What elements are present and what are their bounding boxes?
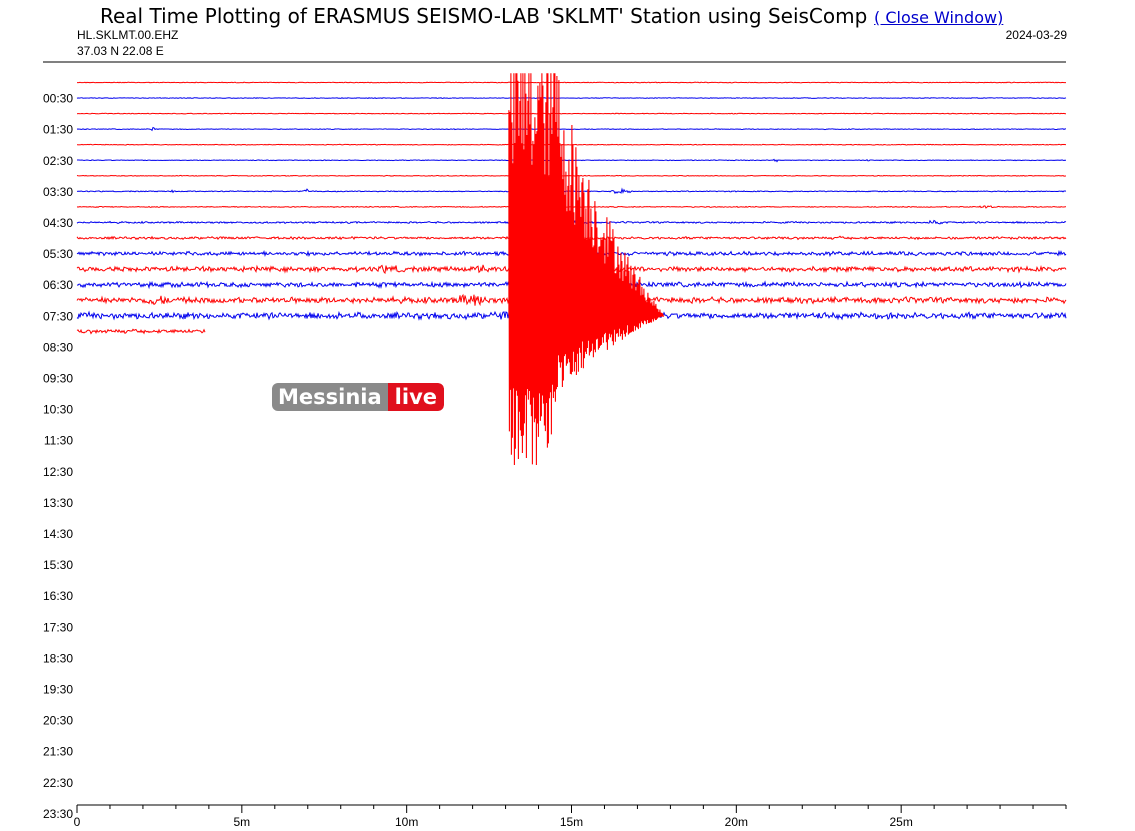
x-tick-label: 5m — [233, 815, 250, 829]
trace-blue-row-1 — [76, 97, 1067, 100]
trace-red-row-2 — [76, 112, 1067, 115]
y-tick-label: 11:30 — [44, 434, 73, 448]
y-tick-label: 08:30 — [43, 340, 73, 354]
y-tick-label: 15:30 — [43, 558, 73, 572]
y-tick-label: 21:30 — [43, 745, 73, 759]
y-tick-label: 23:30 — [43, 807, 73, 821]
y-tick-label: 07:30 — [43, 309, 73, 323]
messinia-live-logo: Messinia live — [272, 383, 444, 411]
y-tick-label: 20:30 — [43, 714, 73, 728]
y-tick-label: 10:30 — [43, 403, 73, 417]
x-tick-label: 0 — [74, 815, 81, 829]
y-tick-label: 12:30 — [43, 465, 73, 479]
x-tick-label: 25m — [889, 815, 912, 829]
y-tick-label: 09:30 — [43, 371, 73, 385]
y-tick-label: 00:30 — [43, 92, 73, 106]
logo-text-messinia: Messinia — [272, 383, 388, 411]
coordinates-label: 37.03 N 22.08 E — [77, 44, 164, 58]
y-tick-label: 18:30 — [43, 651, 73, 665]
y-tick-label: 13:30 — [43, 496, 73, 510]
y-tick-label: 01:30 — [43, 123, 73, 137]
y-tick-label: 16:30 — [43, 589, 73, 603]
y-tick-label: 22:30 — [43, 776, 73, 790]
trace-layer — [76, 81, 1067, 335]
x-tick-label: 10m — [395, 815, 418, 829]
y-tick-label: 06:30 — [43, 278, 73, 292]
y-tick-label: 04:30 — [43, 216, 73, 230]
close-window-link[interactable]: ( Close Window) — [874, 8, 1004, 27]
y-tick-label: 03:30 — [43, 185, 73, 199]
y-tick-label: 14:30 — [43, 527, 73, 541]
y-tick-label: 19:30 — [43, 682, 73, 696]
earthquake-layer — [508, 73, 665, 466]
trace-red-row-0 — [76, 81, 1067, 84]
y-tick-label: 17:30 — [43, 620, 73, 634]
y-tick-label: 05:30 — [43, 247, 73, 261]
y-tick-label: 02:30 — [43, 154, 73, 168]
trace-red-row-16 — [76, 328, 206, 335]
channel-label: HL.SKLMT.00.EHZ — [77, 28, 179, 42]
axes-layer: 0 5m 10m 15m 20m 25m 00:30 01:30 02:30 03:30 04:30… — [43, 61, 1067, 829]
page-title: Real Time Plotting of ERASMUS SEISMO-LAB… — [100, 4, 868, 28]
earthquake-waveform — [508, 73, 665, 466]
logo-text-live: live — [387, 383, 444, 411]
x-tick-label: 15m — [560, 815, 583, 829]
x-tick-label: 20m — [725, 815, 748, 829]
date-label: 2024-03-29 — [1005, 28, 1067, 42]
